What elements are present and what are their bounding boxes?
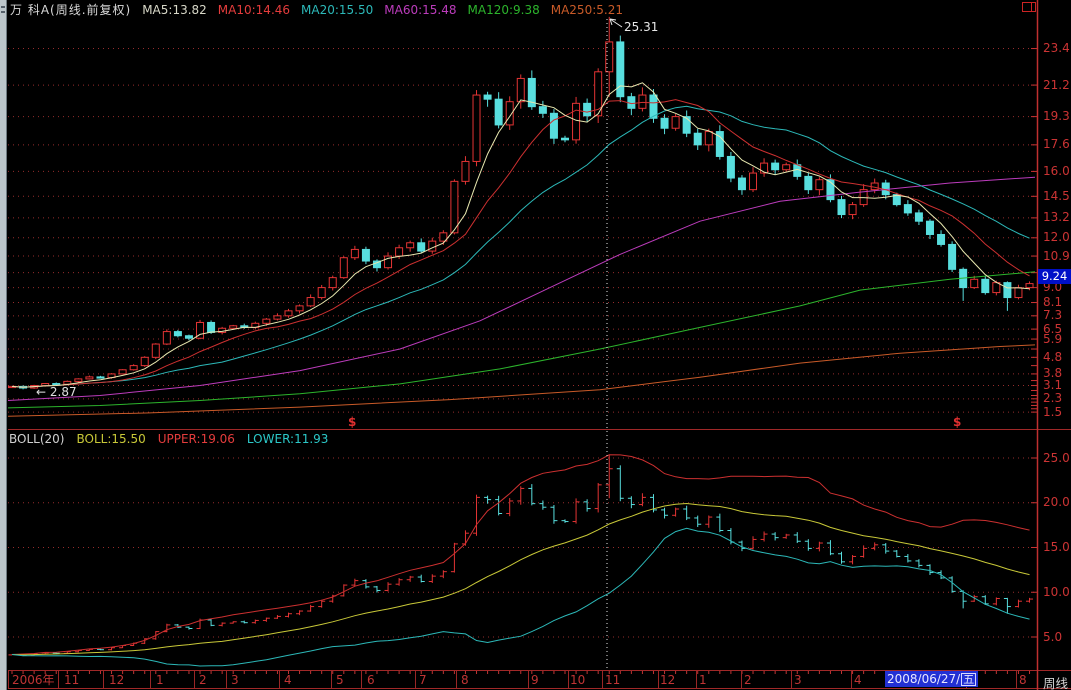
scrollbar-notch bbox=[1, 6, 5, 8]
period-label: 周线 bbox=[1043, 676, 1069, 690]
ma250-value: MA250:5.21 bbox=[550, 2, 623, 17]
ma5-value: MA5:13.82 bbox=[142, 2, 207, 17]
boll-indicator-name: BOLL(20) bbox=[9, 432, 65, 446]
cursor-weekday: 五 bbox=[961, 672, 977, 686]
dividend-marker: $ bbox=[348, 415, 357, 429]
boll-upper-value: UPPER:19.06 bbox=[157, 432, 235, 446]
window-restore-icon[interactable] bbox=[1022, 2, 1036, 12]
ma120-value: MA120:9.38 bbox=[467, 2, 540, 17]
low-price-annotation: ← 2.87 bbox=[36, 385, 77, 399]
left-scrollbar[interactable] bbox=[0, 0, 7, 690]
boll-lower-value: LOWER:11.93 bbox=[246, 432, 329, 446]
cursor-date-box: 2008/06/27/ 五 bbox=[885, 671, 979, 687]
boll-header: BOLL(20) BOLL:15.50 UPPER:19.06 LOWER:11… bbox=[9, 432, 328, 446]
ma60-value: MA60:15.48 bbox=[384, 2, 457, 17]
high-price-annotation: 25.31 bbox=[624, 20, 659, 34]
dividend-marker: $ bbox=[953, 415, 962, 429]
scrollbar-notch bbox=[1, 11, 5, 13]
stock-title: 万 科A(周线.前复权) bbox=[10, 3, 132, 17]
ma10-value: MA10:14.46 bbox=[217, 2, 291, 17]
window-restore-icon-bar bbox=[1031, 3, 1032, 11]
main-chart-header: 万 科A(周线.前复权) MA5:13.82 MA10:14.46 MA20:1… bbox=[10, 2, 623, 18]
last-price-box: 9.24 bbox=[1038, 269, 1071, 284]
ma20-value: MA20:15.50 bbox=[301, 2, 374, 17]
boll-mid-value: BOLL:15.50 bbox=[76, 432, 146, 446]
cursor-date: 2008/06/27/ bbox=[887, 671, 961, 686]
